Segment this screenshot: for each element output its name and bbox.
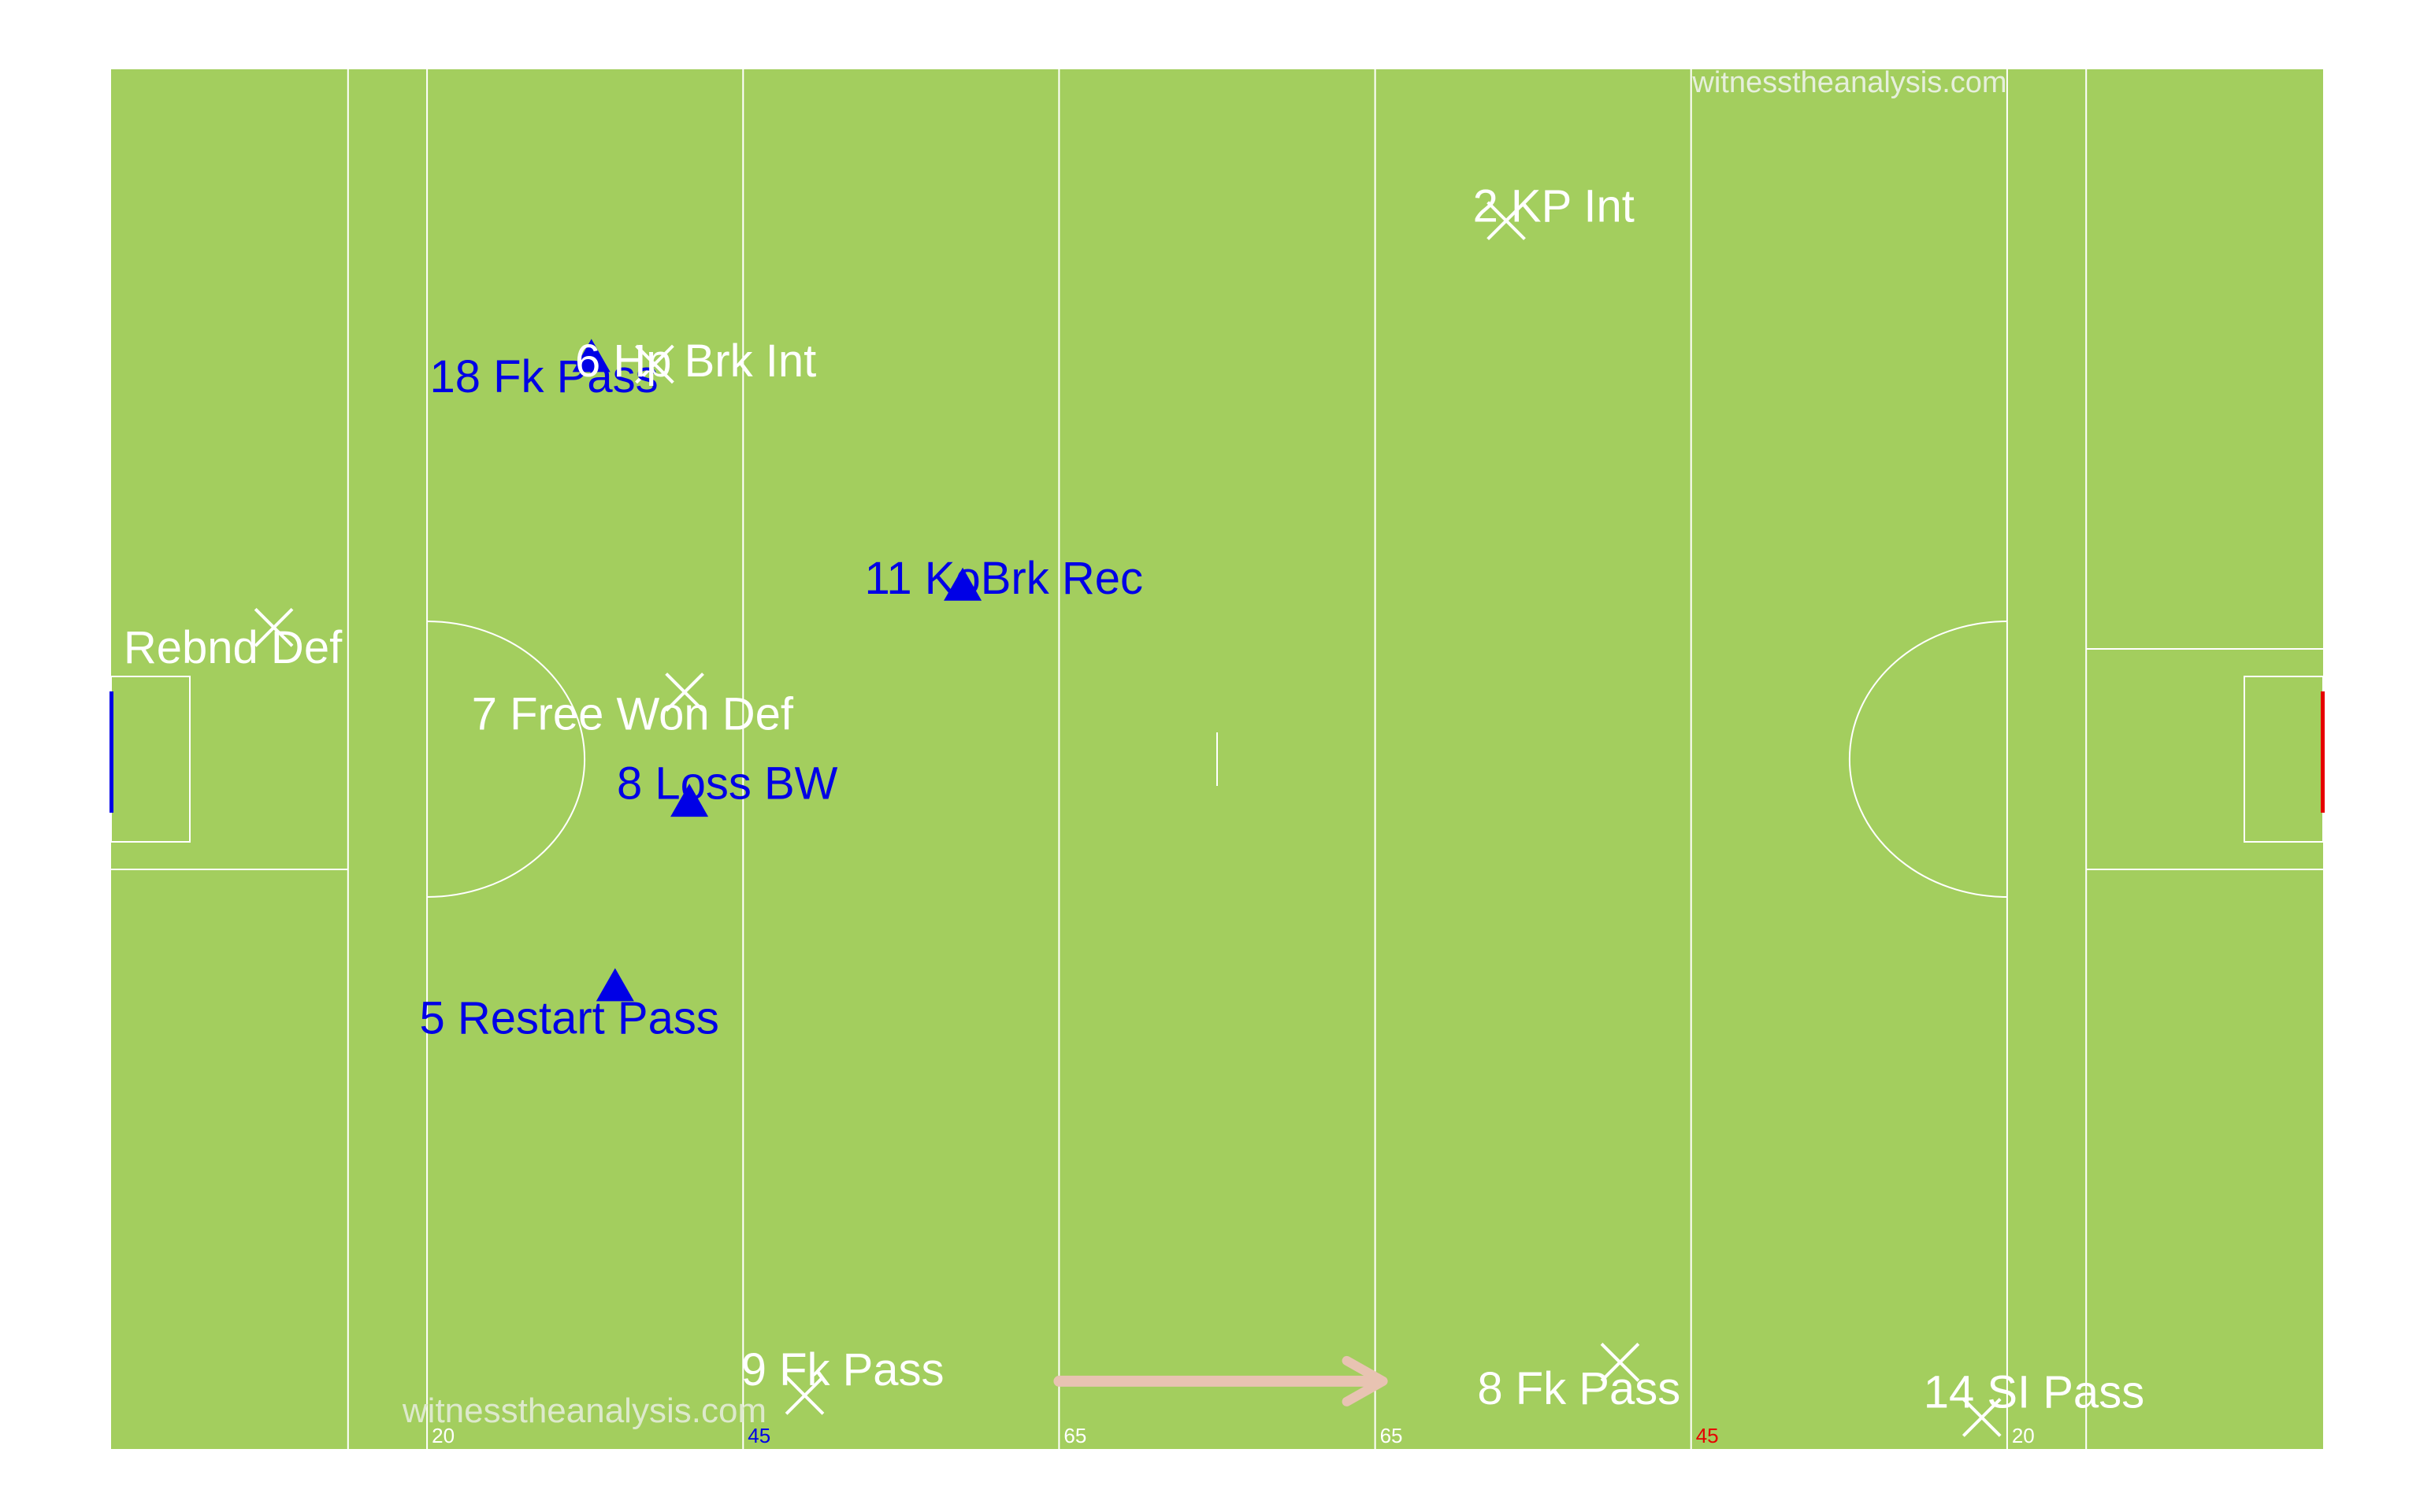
right-goal	[2321, 691, 2325, 813]
distance-marker-0: 20	[432, 1424, 455, 1447]
direction-arrow	[1053, 1355, 1388, 1406]
distance-markers: 20 45 65 65 45 20	[432, 1424, 2035, 1447]
event-marker-cross-4	[1487, 201, 1526, 241]
event-layer: 18 Fk Pass 11 KoBrk Rec 8 Loss BW 5 Restart…	[86, 181, 2145, 1437]
event-marker-triangle-3	[596, 968, 634, 1002]
event-label-6: 2 Rebnd Def	[86, 622, 343, 673]
event-labels: 18 Fk Pass 11 KoBrk Rec 8 Loss BW 5 Restart…	[86, 181, 2145, 1418]
event-label-3: 5 Restart Pass	[419, 993, 718, 1044]
event-marker-cross-7	[665, 673, 704, 712]
watermark-top: witnesstheanalysis.com	[1691, 66, 2006, 99]
distance-marker-3: 65	[1380, 1424, 1403, 1447]
distance-marker-5: 20	[2012, 1424, 2035, 1447]
direction-arrow-head	[1342, 1355, 1388, 1406]
event-label-0: 18 Fk Pass	[430, 351, 659, 402]
event-marker-cross-10	[1962, 1398, 2002, 1437]
event-marker-cross-5	[635, 344, 674, 384]
event-label-9: 8 Fk Pass	[1477, 1363, 1680, 1414]
event-marker-triangle-1	[944, 567, 982, 601]
semicircle-left	[427, 621, 586, 898]
event-marker-cross-6	[254, 607, 294, 647]
event-label-7: 7 Free Won Def	[472, 688, 794, 739]
event-label-10: 14 SI Pass	[1924, 1366, 2144, 1418]
left-goal	[109, 691, 113, 813]
event-marker-triangle-2	[670, 784, 709, 817]
watermark-bottom: witnesstheanalysis.com	[402, 1392, 766, 1430]
distance-marker-1: 45	[748, 1424, 770, 1447]
semicircle-right	[1848, 621, 2007, 898]
event-label-8: 9 Fk Pass	[741, 1344, 945, 1395]
event-marker-cross-8	[785, 1376, 825, 1415]
distance-marker-4: 45	[1696, 1424, 1719, 1447]
event-label-4: 2 KP Int	[1473, 181, 1635, 232]
distance-marker-2: 65	[1063, 1424, 1086, 1447]
event-markers	[254, 201, 2002, 1437]
event-label-5: 6 Hp Brk Int	[575, 335, 816, 387]
event-label-2: 8 Loss BW	[617, 758, 838, 809]
event-marker-cross-9	[1600, 1343, 1640, 1382]
event-marker-triangle-0	[572, 339, 611, 372]
event-label-1: 11 KoBrk Rec	[864, 553, 1143, 604]
